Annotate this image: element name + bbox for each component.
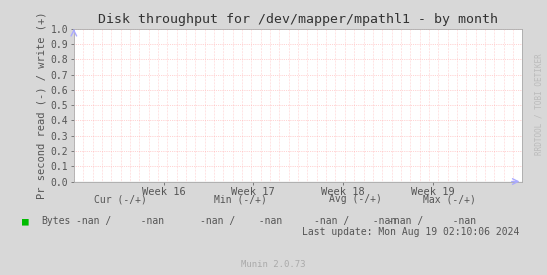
Text: RRDTOOL / TOBI OETIKER: RRDTOOL / TOBI OETIKER [534, 54, 543, 155]
Text: Last update: Mon Aug 19 02:10:06 2024: Last update: Mon Aug 19 02:10:06 2024 [302, 227, 520, 237]
Text: -nan /    -nan: -nan / -nan [315, 216, 397, 226]
Text: Bytes: Bytes [41, 216, 71, 226]
Text: Avg (-/+): Avg (-/+) [329, 194, 382, 204]
Text: ■: ■ [22, 216, 28, 226]
Text: -nan /    -nan: -nan / -nan [200, 216, 282, 226]
Title: Disk throughput for /dev/mapper/mpathl1 - by month: Disk throughput for /dev/mapper/mpathl1 … [98, 13, 498, 26]
Text: Max (-/+): Max (-/+) [423, 194, 476, 204]
Text: Munin 2.0.73: Munin 2.0.73 [241, 260, 306, 269]
Y-axis label: Pr second read (-) / write (+): Pr second read (-) / write (+) [37, 12, 46, 199]
Text: Cur (-/+): Cur (-/+) [94, 194, 147, 204]
Text: -nan /     -nan: -nan / -nan [76, 216, 165, 226]
Text: Min (-/+): Min (-/+) [214, 194, 267, 204]
Text: -nan /     -nan: -nan / -nan [388, 216, 476, 226]
